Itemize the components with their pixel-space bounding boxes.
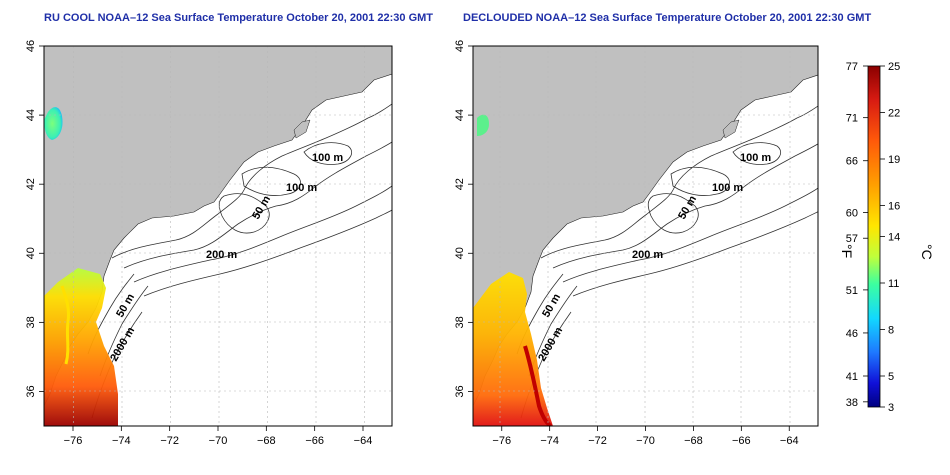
- shelf-sst-right: [473, 272, 553, 426]
- celsius-tick-label: 25: [888, 61, 900, 73]
- left-y-tick-label: 44: [25, 109, 37, 121]
- contour-label: 200 m: [632, 249, 663, 261]
- shelf-sst-left: [44, 268, 118, 426]
- left-x-tick-label: −68: [257, 435, 276, 447]
- left-grid: [44, 46, 392, 426]
- right-x-tick-label: −66: [732, 435, 751, 447]
- left-x-tick-label: −70: [209, 435, 228, 447]
- right-x-tick-label: −70: [636, 435, 655, 447]
- right-y-tick-label: 46: [454, 40, 466, 52]
- left-x-tick-label: −64: [354, 435, 373, 447]
- celsius-tick-label: 8: [888, 325, 894, 337]
- right-grid: [473, 46, 818, 426]
- left-y-tick-label: 38: [25, 316, 37, 328]
- fahrenheit-label: °F: [839, 244, 855, 258]
- gulf-of-maine-sst: [477, 114, 489, 136]
- right-map-panel: 100 m 100 m 50 m 200 m 50 m 2000 m: [472, 45, 819, 427]
- contour-label: 100 m: [312, 152, 343, 164]
- fahrenheit-tick-label: 38: [846, 397, 858, 409]
- celsius-tick-label: 5: [888, 371, 894, 383]
- celsius-label: °C: [919, 244, 935, 260]
- fahrenheit-tick-label: 57: [846, 233, 858, 245]
- right-y-tick-label: 42: [454, 178, 466, 190]
- celsius-tick-label: 22: [888, 108, 900, 120]
- colorbar: 25 22 19 16 14 11 8 5 3 77 71 66 60 57 51 46 41 38 °F °C: [839, 61, 935, 414]
- gulf-of-maine-sst: [44, 107, 63, 140]
- contour-label: 100 m: [740, 152, 771, 164]
- fahrenheit-tick-label: 77: [846, 61, 858, 73]
- left-y-tick-label: 46: [25, 40, 37, 52]
- left-panel-title: RU COOL NOAA–12 Sea Surface Temperature …: [44, 12, 434, 24]
- right-x-tick-label: −68: [684, 435, 703, 447]
- celsius-tick-label: 3: [888, 402, 894, 414]
- right-panel-title: DECLOUDED NOAA–12 Sea Surface Temperatur…: [463, 12, 872, 24]
- right-y-tick-label: 40: [454, 247, 466, 259]
- fahrenheit-tick-label: 41: [846, 371, 858, 383]
- right-y-tick-label: 44: [454, 109, 466, 121]
- right-y-tick-label: 38: [454, 316, 466, 328]
- left-axis-ticks: −76 −74 −72 −70 −68 −66 −64 46 44 42 40 38 36: [25, 40, 372, 447]
- left-x-tick-label: −72: [160, 435, 179, 447]
- left-x-tick-label: −66: [305, 435, 324, 447]
- left-y-tick-label: 40: [25, 247, 37, 259]
- fahrenheit-tick-label: 60: [846, 207, 858, 219]
- left-y-tick-label: 42: [25, 178, 37, 190]
- fahrenheit-tick-label: 46: [846, 328, 858, 340]
- left-y-tick-label: 36: [25, 385, 37, 397]
- fahrenheit-tick-label: 71: [846, 113, 858, 125]
- celsius-tick-label: 19: [888, 154, 900, 166]
- contour-label: 200 m: [206, 249, 237, 261]
- fahrenheit-tick-label: 51: [846, 285, 858, 297]
- right-x-tick-label: −64: [780, 435, 799, 447]
- shelf-edge-sst: [523, 345, 553, 426]
- left-x-tick-label: −76: [64, 435, 83, 447]
- contour-label: 100 m: [712, 182, 743, 194]
- right-x-tick-label: −72: [588, 435, 607, 447]
- celsius-tick-label: 16: [888, 201, 900, 213]
- left-map-panel: 100 m 100 m 50 m 200 m 50 m 2000 m: [43, 45, 393, 427]
- celsius-tick-label: 14: [888, 232, 900, 244]
- celsius-tick-label: 11: [888, 278, 899, 290]
- fahrenheit-tick-label: 66: [846, 156, 858, 168]
- right-axis-ticks: −76 −74 −72 −70 −68 −66 −64 46 44 42 40 38 36: [454, 40, 799, 447]
- right-x-tick-label: −76: [492, 435, 511, 447]
- right-y-tick-label: 36: [454, 385, 466, 397]
- colorbar-scale: [867, 65, 881, 408]
- right-x-tick-label: −74: [540, 435, 559, 447]
- contour-label: 100 m: [286, 182, 317, 194]
- chesapeake-bay-sst: [60, 285, 70, 365]
- left-x-tick-label: −74: [112, 435, 131, 447]
